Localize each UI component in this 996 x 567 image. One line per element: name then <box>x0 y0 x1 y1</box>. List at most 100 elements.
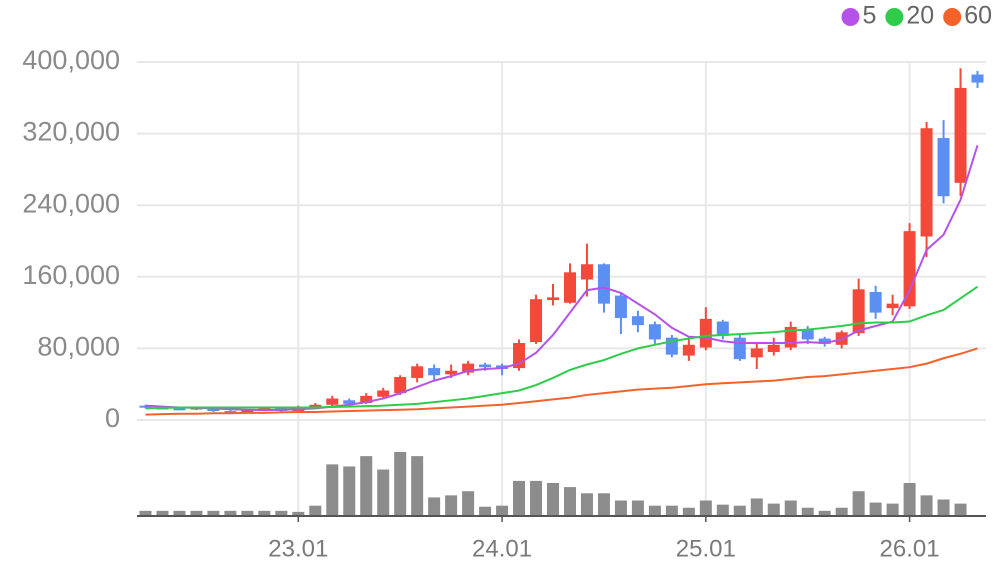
volume-bar <box>835 507 848 516</box>
candle-body <box>818 338 831 344</box>
candle-body <box>224 411 237 414</box>
candle-body <box>852 289 865 334</box>
legend-marker <box>885 8 904 26</box>
candle-body <box>869 292 882 313</box>
volume-bar <box>224 510 237 516</box>
candle-body <box>597 264 610 304</box>
volume-bar <box>682 507 695 516</box>
candle-body <box>903 231 916 307</box>
candle-body <box>750 348 763 358</box>
volume-bar <box>428 497 441 516</box>
x-tick-label: 25.01 <box>676 535 736 562</box>
volume-bar <box>767 503 780 516</box>
candle-body <box>648 324 661 340</box>
volume-bar <box>479 506 492 516</box>
candle-body <box>886 303 899 309</box>
candle-body <box>580 264 593 280</box>
x-tick-label: 24.01 <box>472 535 532 562</box>
volume-bar <box>699 500 712 516</box>
volume-bar <box>462 491 475 516</box>
volume-bar <box>156 510 169 516</box>
volume-bar <box>869 502 882 516</box>
volume-bar <box>394 452 407 516</box>
volume-bar <box>173 510 186 516</box>
volume-bar <box>631 500 644 516</box>
volume-bar <box>190 510 203 516</box>
volume-bar <box>665 505 678 516</box>
candle-body <box>954 87 967 183</box>
ma-line <box>145 144 979 412</box>
candle-body <box>241 410 254 413</box>
candle-body <box>343 400 356 404</box>
legend-marker <box>841 8 860 26</box>
volume-bar <box>411 456 424 516</box>
volume-bar <box>563 487 576 516</box>
candle-body <box>682 344 695 356</box>
legend-label: 5 <box>862 2 876 30</box>
volume-bar <box>496 505 509 516</box>
ma-line <box>145 285 979 410</box>
volume-bar <box>343 466 356 516</box>
candle-body <box>563 272 576 303</box>
volume-bar <box>801 507 814 516</box>
volume-bar <box>580 493 593 516</box>
candle-body <box>971 74 984 83</box>
y-tick-label: 80,000 <box>37 332 120 362</box>
candle-body <box>801 329 814 340</box>
volume-bar <box>716 504 729 516</box>
candle-body <box>462 363 475 373</box>
y-tick-label: 160,000 <box>22 260 120 290</box>
candle-body <box>411 366 424 378</box>
y-tick-label: 400,000 <box>22 45 120 75</box>
volume-bar <box>445 495 458 516</box>
volume-bar <box>207 510 220 516</box>
volume-bar <box>513 480 526 516</box>
volume-bar <box>937 499 950 516</box>
volume-bar <box>733 505 746 516</box>
volume-bar <box>784 500 797 516</box>
x-tick-label: 26.01 <box>880 535 940 562</box>
volume-bar <box>597 493 610 516</box>
candle-body <box>631 316 644 326</box>
legend-label: 20 <box>906 2 934 30</box>
legend-label: 60 <box>964 2 992 30</box>
candle-body <box>920 128 933 237</box>
volume-bar <box>818 510 831 516</box>
volume-bar <box>648 505 661 516</box>
volume-bar <box>954 503 967 516</box>
volume-bar <box>920 495 933 516</box>
y-tick-label: 240,000 <box>22 188 120 218</box>
y-tick-label: 320,000 <box>22 117 120 147</box>
candle-body <box>699 318 712 348</box>
volume-bar <box>547 482 560 516</box>
volume-bar <box>275 510 288 516</box>
candle-body <box>377 390 390 397</box>
candle-body <box>445 370 458 375</box>
candle-body <box>309 404 322 407</box>
ma-line <box>145 347 978 416</box>
volume-bar <box>309 505 322 516</box>
volume-bar <box>852 491 865 516</box>
volume-bar <box>360 456 373 516</box>
volume-bar <box>614 500 627 516</box>
volume-bar <box>292 511 305 516</box>
candle-body <box>394 377 407 394</box>
y-tick-label: 0 <box>105 403 120 433</box>
volume-bar <box>903 482 916 516</box>
volume-bar <box>139 510 152 516</box>
volume-bar <box>750 498 763 516</box>
candle-body <box>716 321 729 336</box>
candle-body <box>530 299 543 343</box>
volume-bar <box>241 510 254 516</box>
candle-body <box>937 138 950 197</box>
candle-body <box>733 337 746 360</box>
candle-body <box>173 408 186 411</box>
volume-bar <box>886 503 899 516</box>
candle-body <box>614 295 627 318</box>
candle-body <box>258 407 271 411</box>
volume-bar <box>326 464 339 516</box>
volume-bar <box>530 480 543 516</box>
candle-body <box>767 344 780 352</box>
x-tick-label: 23.01 <box>268 535 328 562</box>
